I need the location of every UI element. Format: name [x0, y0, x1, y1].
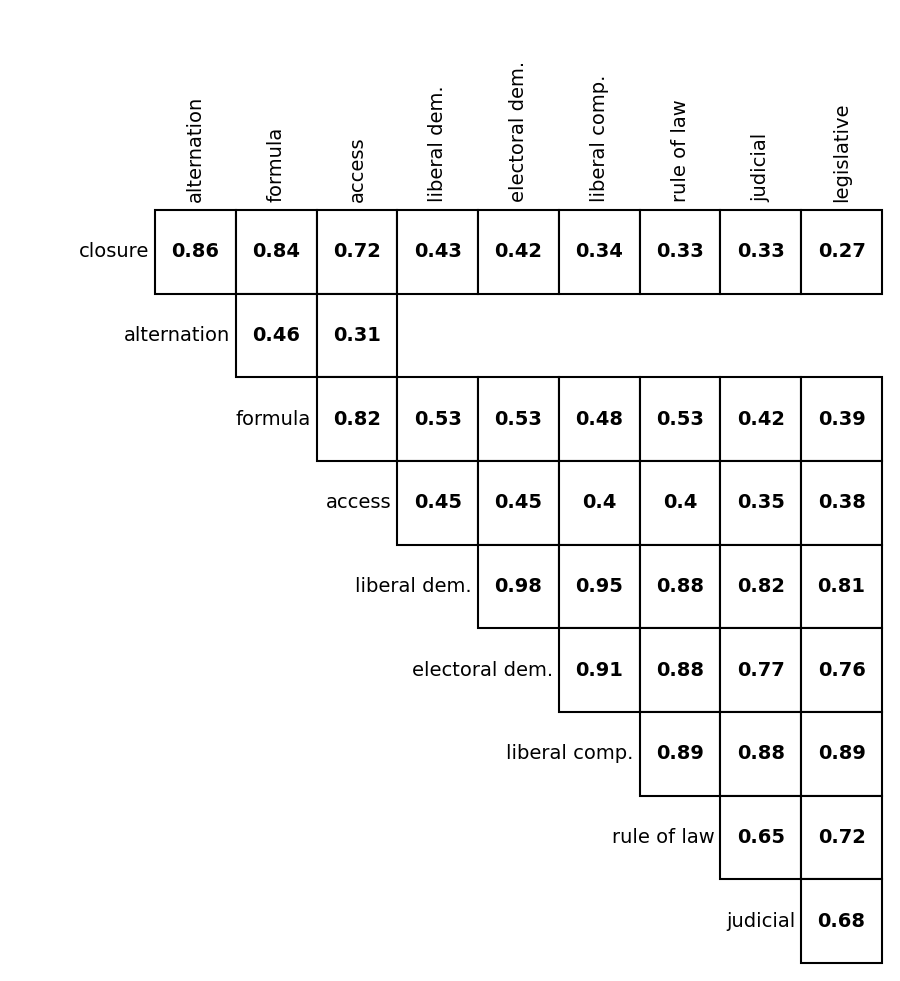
Bar [720, 796, 801, 879]
Text: 0.76: 0.76 [818, 660, 866, 680]
Text: 0.72: 0.72 [333, 242, 381, 261]
Text: 0.82: 0.82 [737, 577, 785, 596]
Text: 0.68: 0.68 [817, 911, 866, 931]
Text: alternation: alternation [123, 326, 230, 345]
Text: rule of law: rule of law [670, 99, 689, 202]
Text: 0.38: 0.38 [818, 493, 866, 512]
Text: electoral dem.: electoral dem. [509, 61, 528, 202]
Text: 0.88: 0.88 [656, 660, 704, 680]
Text: electoral dem.: electoral dem. [412, 660, 553, 680]
Text: 0.42: 0.42 [494, 242, 543, 261]
Text: legislative: legislative [832, 102, 851, 202]
Bar [236, 210, 317, 293]
Text: 0.77: 0.77 [737, 660, 785, 680]
Bar [559, 461, 640, 544]
Text: 0.84: 0.84 [252, 242, 301, 261]
Bar [640, 378, 720, 461]
Bar [478, 378, 559, 461]
Text: 0.45: 0.45 [414, 493, 462, 512]
Text: 0.45: 0.45 [494, 493, 543, 512]
Text: access: access [326, 493, 392, 512]
Bar [317, 378, 397, 461]
Text: 0.34: 0.34 [575, 242, 623, 261]
Bar [559, 378, 640, 461]
Bar [478, 461, 559, 544]
Text: 0.4: 0.4 [582, 493, 617, 512]
Text: 0.88: 0.88 [656, 577, 704, 596]
Text: 0.48: 0.48 [575, 410, 624, 429]
Text: 0.53: 0.53 [414, 410, 462, 429]
Text: 0.33: 0.33 [656, 242, 704, 261]
Bar [397, 210, 478, 293]
Text: 0.91: 0.91 [575, 660, 623, 680]
Bar [559, 210, 640, 293]
Text: 0.39: 0.39 [818, 410, 866, 429]
Bar [801, 629, 882, 712]
Bar [640, 712, 720, 796]
Bar [640, 210, 720, 293]
Bar [801, 712, 882, 796]
Text: 0.53: 0.53 [495, 410, 543, 429]
Text: judicial: judicial [726, 911, 796, 931]
Text: liberal comp.: liberal comp. [590, 75, 608, 202]
Text: 0.31: 0.31 [333, 326, 381, 345]
Bar [801, 544, 882, 629]
Bar [801, 461, 882, 544]
Bar [236, 293, 317, 378]
Bar [478, 544, 559, 629]
Text: rule of law: rule of law [612, 828, 715, 847]
Text: 0.89: 0.89 [818, 745, 866, 763]
Text: 0.95: 0.95 [575, 577, 623, 596]
Text: 0.86: 0.86 [171, 242, 220, 261]
Bar [397, 378, 478, 461]
Text: 0.65: 0.65 [737, 828, 785, 847]
Text: 0.81: 0.81 [817, 577, 866, 596]
Text: liberal dem.: liberal dem. [356, 577, 472, 596]
Bar [801, 879, 882, 963]
Text: 0.72: 0.72 [818, 828, 866, 847]
Bar [640, 629, 720, 712]
Text: 0.4: 0.4 [663, 493, 698, 512]
Text: access: access [347, 136, 366, 202]
Text: 0.43: 0.43 [414, 242, 462, 261]
Text: judicial: judicial [752, 132, 770, 202]
Bar [640, 461, 720, 544]
Bar [801, 378, 882, 461]
Bar [640, 544, 720, 629]
Bar [720, 378, 801, 461]
Bar [720, 210, 801, 293]
Text: formula: formula [235, 410, 310, 429]
Bar [720, 544, 801, 629]
Bar [317, 293, 397, 378]
Bar [478, 210, 559, 293]
Bar [559, 629, 640, 712]
Text: liberal comp.: liberal comp. [507, 745, 634, 763]
Text: 0.42: 0.42 [737, 410, 785, 429]
Text: 0.82: 0.82 [333, 410, 381, 429]
Text: 0.46: 0.46 [252, 326, 301, 345]
Bar [559, 544, 640, 629]
Text: closure: closure [78, 242, 149, 261]
Bar [155, 210, 236, 293]
Text: 0.98: 0.98 [495, 577, 543, 596]
Bar [801, 796, 882, 879]
Text: 0.89: 0.89 [656, 745, 704, 763]
Text: liberal dem.: liberal dem. [428, 85, 447, 202]
Bar [720, 712, 801, 796]
Bar [317, 210, 397, 293]
Text: 0.33: 0.33 [737, 242, 785, 261]
Text: 0.35: 0.35 [737, 493, 785, 512]
Bar [720, 629, 801, 712]
Text: formula: formula [266, 127, 285, 202]
Text: 0.88: 0.88 [737, 745, 785, 763]
Bar [801, 210, 882, 293]
Bar [397, 461, 478, 544]
Text: 0.53: 0.53 [656, 410, 704, 429]
Text: 0.27: 0.27 [818, 242, 866, 261]
Bar [720, 461, 801, 544]
Text: alternation: alternation [186, 96, 205, 202]
